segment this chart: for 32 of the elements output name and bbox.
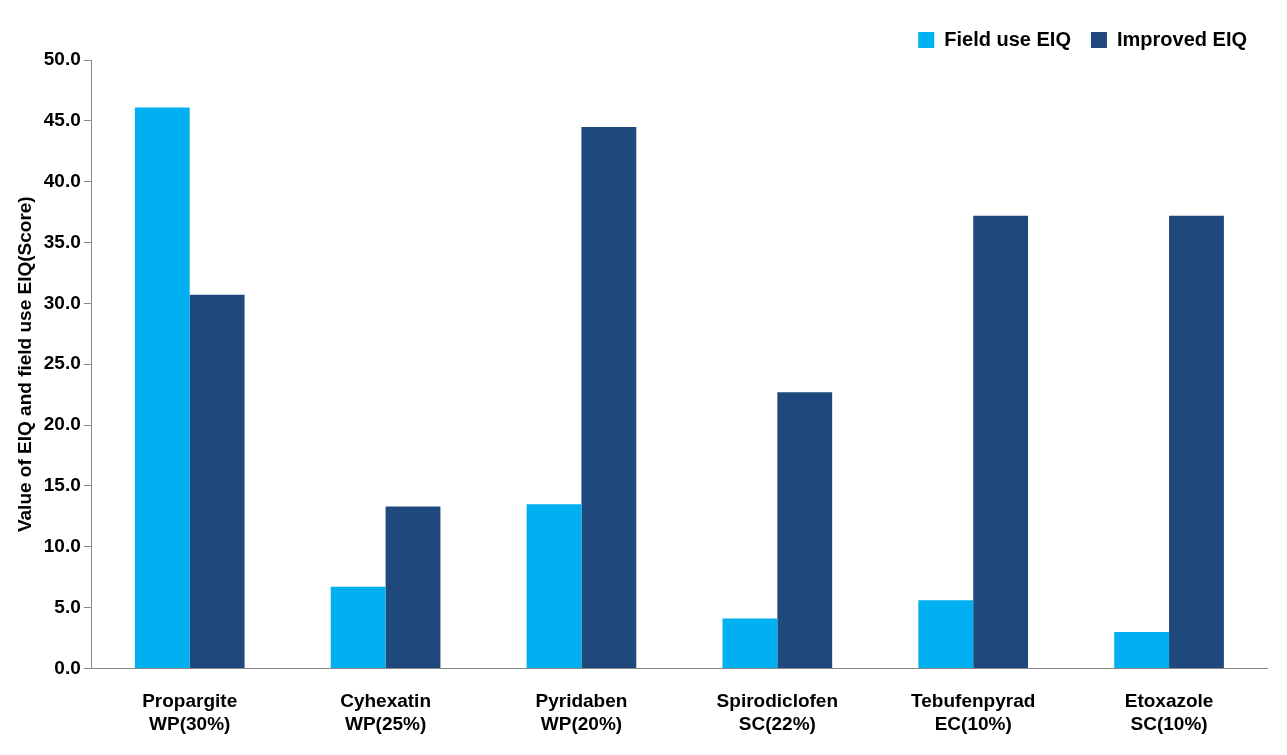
bar	[189, 294, 245, 668]
y-tick-label: 25.0	[43, 352, 81, 374]
y-tick-label: 0.0	[54, 656, 81, 678]
legend-label: Improved EIQ	[1116, 27, 1247, 50]
x-tick-label: Propargite WP(30%)	[142, 690, 238, 734]
y-tick-label: 20.0	[43, 413, 81, 435]
y-tick-label: 50.0	[43, 48, 81, 70]
bar	[722, 618, 778, 668]
y-tick-label: 5.0	[54, 595, 81, 617]
bar	[581, 126, 637, 668]
y-tick-label: 15.0	[43, 474, 81, 496]
x-tick-label: Cyhexatin WP(25%)	[340, 690, 431, 734]
y-tick-label: 30.0	[43, 291, 81, 313]
bar	[330, 586, 386, 668]
legend-label: Field use EIQ	[944, 27, 1071, 50]
bar	[385, 506, 441, 668]
x-tick-label: Tebufenpyrad EC(10%)	[911, 690, 1036, 734]
x-tick-label: Pyridaben WP(20%)	[535, 690, 628, 734]
bar	[1169, 215, 1224, 668]
x-tick-label: Etoxazole SC(10%)	[1124, 690, 1214, 734]
bar	[526, 504, 582, 668]
y-tick-label: 10.0	[43, 534, 81, 556]
y-tick-label: 45.0	[43, 109, 81, 131]
y-tick-label: 35.0	[43, 230, 81, 252]
bar	[918, 600, 974, 668]
y-axis-title: Value of EIQ and field use EIQ(Score)	[13, 196, 35, 533]
y-tick-label: 40.0	[43, 169, 81, 191]
bar	[1114, 631, 1170, 668]
bar	[973, 215, 1029, 668]
bar	[777, 392, 833, 668]
bar	[134, 107, 190, 668]
x-tick-label: Spirodiclofen SC(22%)	[716, 690, 839, 734]
